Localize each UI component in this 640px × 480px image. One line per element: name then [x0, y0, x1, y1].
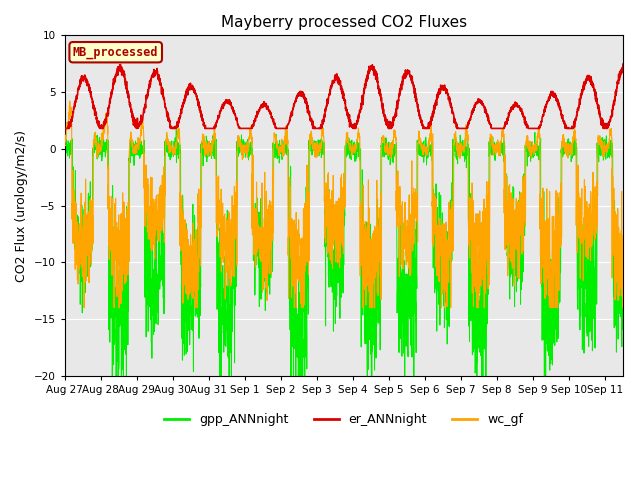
Y-axis label: CO2 Flux (urology/m2/s): CO2 Flux (urology/m2/s): [15, 130, 28, 282]
Title: Mayberry processed CO2 Fluxes: Mayberry processed CO2 Fluxes: [221, 15, 467, 30]
Legend: gpp_ANNnight, er_ANNnight, wc_gf: gpp_ANNnight, er_ANNnight, wc_gf: [159, 408, 528, 431]
Text: MB_processed: MB_processed: [73, 46, 159, 59]
